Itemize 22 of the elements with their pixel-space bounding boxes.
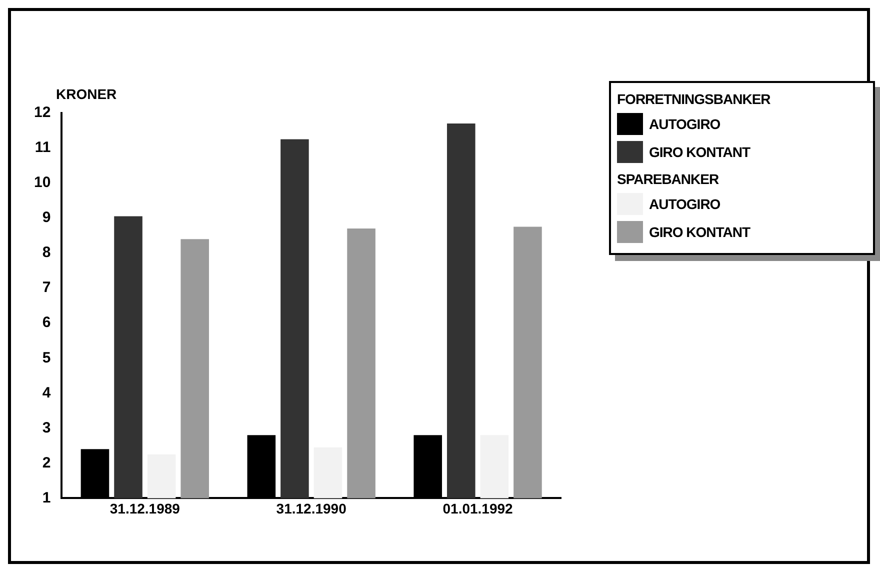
y-tick-label: 4 [42, 384, 52, 402]
y-tick-label: 10 [34, 174, 51, 192]
y-tick-label: 9 [42, 209, 51, 226]
legend-title: FORRETNINGSBANKER [617, 91, 772, 107]
legend-label: AUTOGIRO [648, 195, 722, 214]
y-tick-label: 3 [42, 419, 51, 436]
y-axis-title: KRONER [56, 86, 117, 102]
legend-label: AUTOGIRO [648, 115, 722, 134]
x-tick-label: 01.01.1992 [442, 500, 514, 516]
y-tick-label: 1 [42, 489, 51, 506]
y-tick-label: 8 [42, 244, 51, 262]
y-tick-label: 7 [42, 279, 51, 296]
x-tick-label: 31.12.1990 [276, 500, 347, 516]
y-tick-label: 2 [42, 454, 51, 472]
y-tick-label: 12 [34, 104, 51, 122]
y-tick-label: 5 [42, 349, 51, 366]
legend-label: GIRO KONTANT [648, 143, 752, 162]
y-tick-label: 11 [34, 139, 51, 156]
y-tick-label: 6 [42, 314, 51, 332]
text: SPAREBANKER [617, 171, 720, 187]
legend-label: GIRO KONTANT [648, 223, 752, 242]
x-tick-label: 31.12.1989 [110, 500, 180, 516]
